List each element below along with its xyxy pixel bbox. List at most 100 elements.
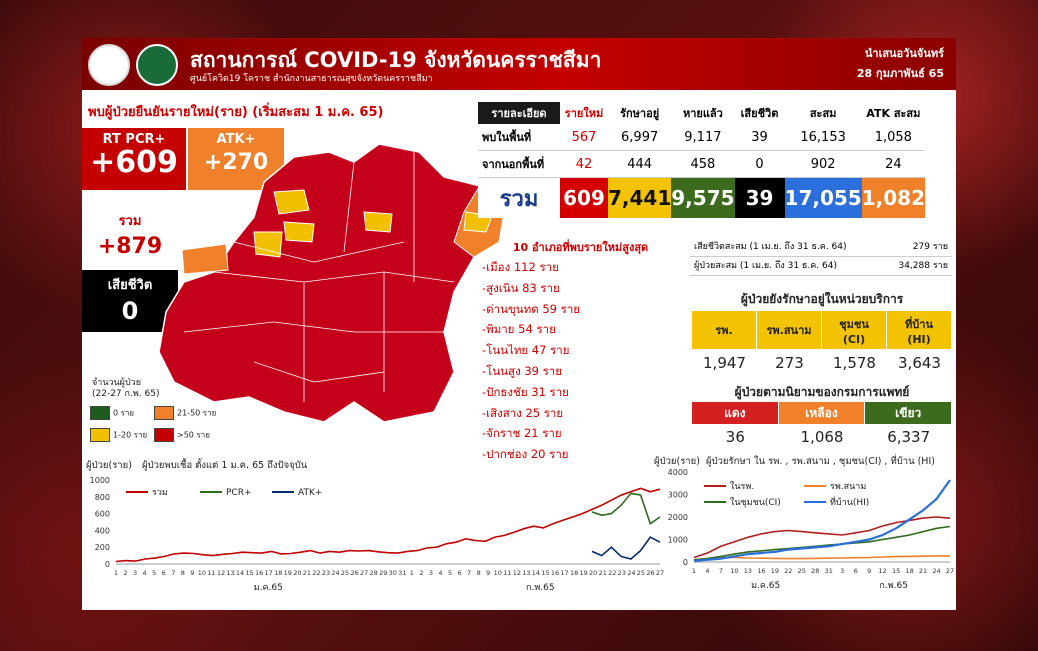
x-tick-label: 6 [854, 567, 858, 575]
dms-value: 6,337 [887, 428, 931, 446]
x-tick-label: 26 [646, 569, 654, 577]
details-header: รายละเอียด [478, 102, 560, 124]
cumulative-label: เสียชีวิตสะสม (1 เม.ย. ถึง 31 ธ.ค. 64) [694, 242, 847, 252]
x-tick-label: 6 [162, 569, 166, 577]
list-item: -สูงเนิน 83 ราย [482, 280, 560, 295]
map-district-yellow-1 [273, 189, 310, 215]
list-item: -ปากช่อง 20 ราย [482, 447, 569, 462]
x-tick-label: 18 [274, 569, 282, 577]
list-item: -พิมาย 54 ราย [482, 322, 556, 337]
x-tick-label: 11 [207, 569, 215, 577]
x-tick-label: 20 [293, 569, 301, 577]
pcr-box: RT PCR+ +609 [82, 128, 186, 190]
legend-item-3: >50 ราย [154, 428, 210, 442]
x-tick-label: 22 [784, 567, 792, 575]
cell: 0 [755, 156, 764, 172]
y-tick-label: 0 [105, 560, 110, 569]
row-label: พบในพื้นที่ [482, 131, 532, 144]
x-tick-label: 8 [477, 569, 481, 577]
right-chart-title: ผู้ป่วยรักษา ใน รพ. , รพ.สนาม , ชุมชน(CI… [706, 456, 935, 467]
x-tick-label: 9 [867, 567, 871, 575]
x-tick-label: 21 [303, 569, 311, 577]
x-tick-label: 15 [541, 569, 549, 577]
cumulative-row: ผู้ป่วยสะสม (1 เม.ย. ถึง 31 ธ.ค. 64) 34,2… [690, 257, 952, 276]
x-tick-label: 2 [123, 569, 127, 577]
dms-table: แดง เหลือง เขียว 36 1,068 6,337 [692, 402, 953, 450]
y-tick-label: 2000 [668, 513, 688, 522]
x-tick-label: 30 [389, 569, 397, 577]
legend-label: ในชุมชน(CI) [730, 497, 781, 508]
atk-label: ATK+ [216, 132, 256, 147]
x-tick-label: 26 [350, 569, 358, 577]
in-care-value: 1,947 [703, 354, 746, 372]
cell: 567 [571, 129, 597, 145]
dms-header-row: แดง เหลือง เขียว [692, 402, 953, 424]
legend-swatch [154, 406, 174, 420]
legend-label: รวม [152, 488, 168, 498]
x-tick-label: 14 [532, 569, 540, 577]
in-care-header: ชุมชน (CI) [822, 311, 887, 349]
x-tick-label: 28 [370, 569, 378, 577]
y-tick-label: 1000 [90, 476, 110, 485]
x-tick-label: 22 [312, 569, 320, 577]
map-district-yellow-4 [363, 211, 393, 233]
y-tick-label: 0 [683, 558, 688, 567]
total-cell: 1,082 [861, 177, 925, 218]
x-tick-label: 4 [143, 569, 147, 577]
x-tick-label: 31 [825, 567, 833, 575]
details-header-row: รายละเอียด รายใหม่ รักษาอยู่ หายแล้ว เสี… [478, 102, 925, 124]
total-box: รวม +879 [82, 206, 178, 268]
x-tick-label: 17 [560, 569, 568, 577]
details-header: รายใหม่ [564, 107, 604, 120]
new-cases-banner: พบผู้ป่วยยืนยันรายใหม่(ราย) (เริ่มสะสม 1… [82, 100, 480, 126]
list-item: -โนนสูง 39 ราย [482, 363, 563, 378]
x-tick-label: 5 [448, 569, 452, 577]
total-cell: 39 [734, 177, 785, 218]
cell: 458 [690, 156, 716, 172]
legend-swatch [90, 428, 110, 442]
x-tick-label: 25 [798, 567, 806, 575]
list-item: -โนนไทย 47 ราย [482, 343, 570, 358]
dms-header-red: แดง [692, 402, 779, 424]
legend-title-text: จำนวนผู้ป่วย [92, 378, 141, 388]
x-tick-label: 23 [618, 569, 626, 577]
details-header: หายแล้ว [682, 107, 723, 120]
x-tick-label: 12 [513, 569, 521, 577]
legend-label: ในรพ. [730, 481, 754, 492]
total-cell: 609 [560, 177, 608, 218]
x-tick-label: 19 [771, 567, 779, 575]
top10-list: 10 อำเภอที่พบรายใหม่สูงสุด -เมือง 112 รา… [478, 239, 683, 465]
map-province-shape [158, 143, 505, 423]
cell: 9,117 [684, 129, 722, 145]
map-district-yellow-2 [283, 221, 315, 243]
x-tick-label: 9 [486, 569, 490, 577]
series-line [693, 525, 951, 561]
x-tick-label: 15 [892, 567, 900, 575]
x-tick-label: 5 [152, 569, 156, 577]
dms-header-yellow: เหลือง [778, 402, 866, 424]
series-line [693, 555, 950, 561]
series-line [693, 516, 951, 559]
x-tick-label: 27 [946, 567, 954, 575]
dms-header-green: เขียว [865, 402, 953, 424]
legend-label: 1-20 ราย [113, 430, 148, 440]
month-label: ก.พ.65 [879, 581, 908, 591]
x-tick-label: 27 [656, 569, 664, 577]
pcr-label: RT PCR+ [102, 132, 166, 147]
x-tick-label: 3 [133, 569, 137, 577]
cell: 39 [751, 129, 768, 145]
x-tick-label: 27 [360, 569, 368, 577]
dms-value-row: 36 1,068 6,337 [692, 424, 952, 450]
in-care-header: รพ.สนาม [757, 311, 822, 349]
total-row-label: รวม [478, 177, 560, 218]
in-care-value-row: 1,947 273 1,578 3,643 [692, 349, 952, 377]
header-bar: สถานการณ์ COVID-19 จังหวัดนครราชสีมา ศูน… [82, 38, 956, 90]
details-header: สะสม [809, 107, 837, 120]
series-line [115, 487, 661, 563]
page-title: สถานการณ์ COVID-19 จังหวัดนครราชสีมา [190, 48, 602, 72]
x-tick-label: 12 [878, 567, 886, 575]
y-tick-label: 3000 [668, 491, 688, 500]
legend-label: ที่บ้าน(HI) [830, 495, 869, 508]
cumulative-label: ผู้ป่วยสะสม (1 เม.ย. ถึง 31 ธ.ค. 64) [694, 261, 837, 271]
